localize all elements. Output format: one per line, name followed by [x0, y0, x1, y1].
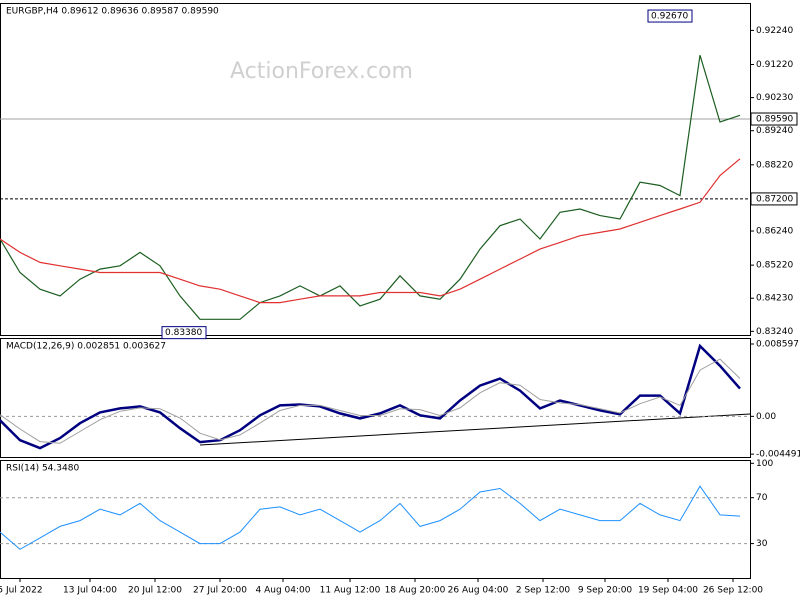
series-line — [0, 158, 741, 304]
y-tick-label: 0.00 — [756, 412, 776, 422]
watermark: ActionForex.com — [230, 59, 413, 84]
x-tick-label: 4 Aug 04:00 — [256, 586, 311, 596]
y-tick-label: 0.84230 — [756, 294, 793, 304]
annotation-box — [161, 326, 207, 340]
y-tick-label: 100 — [756, 459, 773, 469]
level-label: 0.89590 — [756, 115, 793, 125]
annotation-label: 0.92670 — [651, 12, 688, 22]
x-tick-label: 2 Sep 12:00 — [516, 586, 571, 596]
y-tick-label: 0.89240 — [756, 126, 793, 136]
x-tick-label: 13 Jul 04:00 — [63, 586, 117, 596]
x-tick-label: 19 Sep 04:00 — [638, 586, 698, 596]
level-box — [750, 112, 798, 126]
y-tick-label: 0.85220 — [756, 261, 793, 271]
y-tick-label: 0.86240 — [756, 227, 793, 237]
price-panel — [0, 3, 751, 336]
series-line — [0, 358, 741, 444]
series-line — [0, 55, 741, 320]
y-tick-label: 0.88220 — [756, 160, 793, 170]
x-tick-label: 18 Aug 20:00 — [385, 586, 446, 596]
series-line — [0, 485, 741, 550]
y-tick-label: 70 — [756, 493, 768, 503]
x-tick-label: 20 Jul 12:00 — [128, 586, 182, 596]
x-tick-label: 11 Aug 12:00 — [320, 586, 381, 596]
trend-line — [199, 413, 751, 446]
level-box — [750, 192, 798, 206]
macd-panel — [0, 338, 751, 458]
x-tick-label: 5 Jul 2022 — [0, 586, 43, 596]
level-label: 0.87200 — [756, 194, 793, 204]
y-tick-label: 0.91220 — [756, 60, 793, 70]
y-tick-label: 0.92240 — [756, 26, 793, 36]
annotation-box — [647, 9, 693, 23]
x-tick-label: 26 Sep 12:00 — [703, 586, 763, 596]
rsi-header: RSI(14) 54.3480 — [6, 464, 79, 474]
macd-header: MACD(12,26,9) 0.002851 0.003627 — [6, 342, 166, 352]
y-tick-label: 0.90230 — [756, 93, 793, 103]
y-tick-label: -0.004491 — [756, 450, 800, 460]
y-tick-label: 0.008597 — [756, 339, 799, 349]
y-tick-label: 0.83240 — [756, 327, 793, 337]
rsi-panel — [0, 460, 751, 579]
annotation-label: 0.83380 — [165, 328, 202, 338]
x-tick-label: 9 Sep 20:00 — [578, 586, 633, 596]
y-tick-label: 30 — [756, 539, 768, 549]
price-header: EURGBP,H4 0.89612 0.89636 0.89587 0.8959… — [6, 7, 219, 17]
x-tick-label: 27 Jul 20:00 — [193, 586, 247, 596]
x-tick-label: 26 Aug 04:00 — [448, 586, 509, 596]
